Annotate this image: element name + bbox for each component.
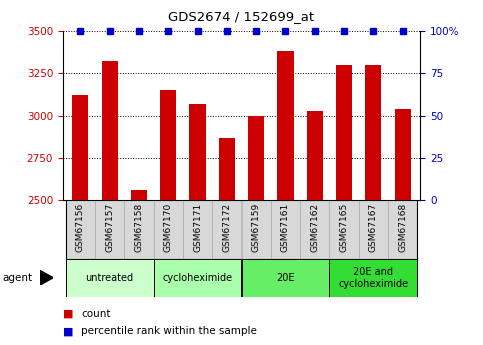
Bar <box>307 110 323 200</box>
Bar <box>124 200 154 259</box>
Text: 20E: 20E <box>276 273 295 283</box>
Text: GSM67172: GSM67172 <box>222 203 231 252</box>
Text: cycloheximide: cycloheximide <box>162 273 233 283</box>
Bar <box>271 200 300 259</box>
Text: GSM67171: GSM67171 <box>193 203 202 252</box>
Text: agent: agent <box>2 273 32 283</box>
Bar <box>72 95 88 200</box>
Text: GSM67170: GSM67170 <box>164 203 173 252</box>
Bar <box>395 109 411 200</box>
Bar <box>154 200 183 259</box>
Text: count: count <box>81 309 111 319</box>
Bar <box>277 51 294 200</box>
Bar <box>95 200 124 259</box>
Text: GDS2674 / 152699_at: GDS2674 / 152699_at <box>169 10 314 23</box>
Text: GSM67157: GSM67157 <box>105 203 114 252</box>
Bar <box>359 200 388 259</box>
Text: GSM67159: GSM67159 <box>252 203 261 252</box>
Bar <box>329 259 417 297</box>
Text: percentile rank within the sample: percentile rank within the sample <box>81 326 257 336</box>
Text: GSM67168: GSM67168 <box>398 203 407 252</box>
Bar <box>219 138 235 200</box>
Text: GSM67158: GSM67158 <box>134 203 143 252</box>
Text: GSM67165: GSM67165 <box>340 203 349 252</box>
Bar <box>66 200 95 259</box>
Bar <box>189 104 206 200</box>
Text: GSM67162: GSM67162 <box>310 203 319 252</box>
Bar <box>388 200 417 259</box>
Bar <box>248 116 264 200</box>
Text: untreated: untreated <box>85 273 134 283</box>
Text: 20E and
cycloheximide: 20E and cycloheximide <box>338 267 409 288</box>
Polygon shape <box>40 270 53 285</box>
Text: GSM67161: GSM67161 <box>281 203 290 252</box>
Text: ■: ■ <box>63 326 73 336</box>
Bar <box>336 65 352 200</box>
Bar <box>300 200 329 259</box>
Bar <box>160 90 176 200</box>
Bar <box>212 200 242 259</box>
Bar <box>131 190 147 200</box>
Text: ■: ■ <box>63 309 73 319</box>
Bar <box>183 200 212 259</box>
Text: GSM67156: GSM67156 <box>76 203 85 252</box>
Bar <box>242 259 329 297</box>
Bar <box>329 200 359 259</box>
Bar <box>101 61 118 200</box>
Bar <box>365 65 382 200</box>
Bar <box>66 259 154 297</box>
Bar <box>242 200 271 259</box>
Text: GSM67167: GSM67167 <box>369 203 378 252</box>
Bar <box>154 259 242 297</box>
